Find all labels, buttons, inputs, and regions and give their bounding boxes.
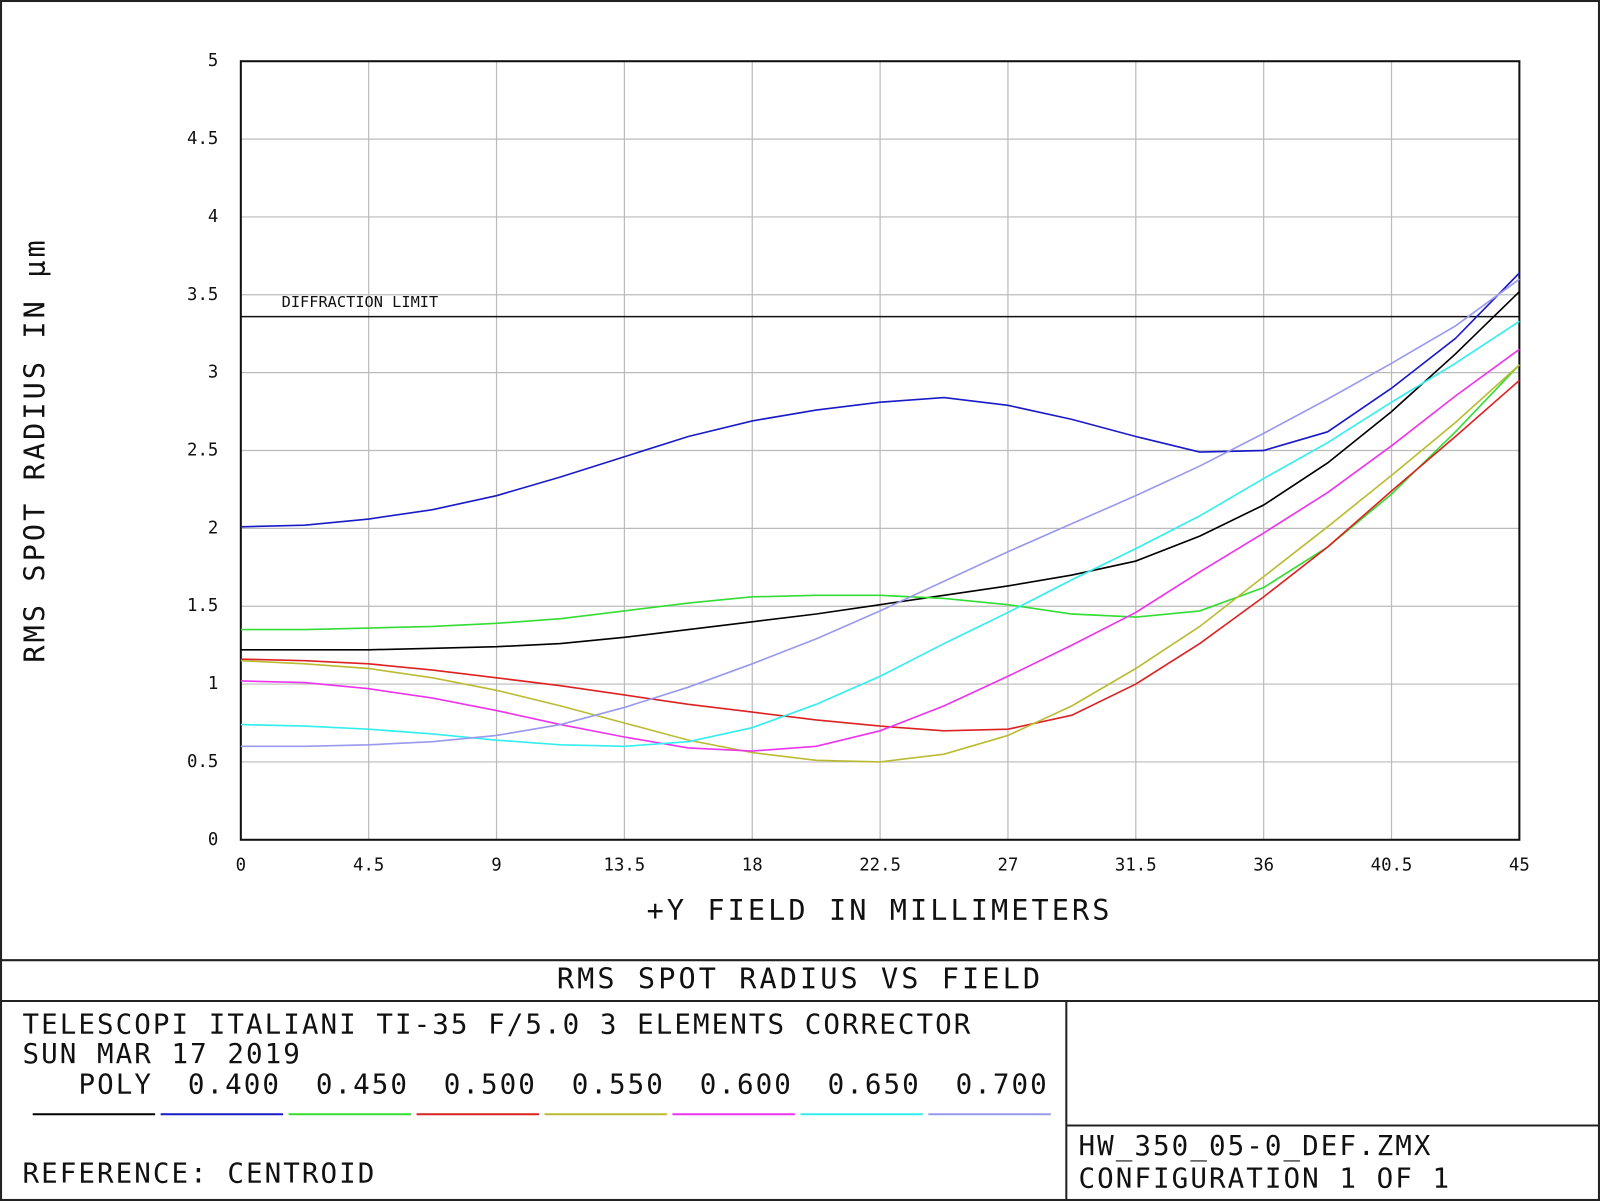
chart-title: RMS SPOT RADIUS VS FIELD (557, 962, 1043, 996)
y-tick-label: 5 (208, 51, 218, 71)
x-tick-label: 36 (1253, 855, 1274, 875)
x-tick-label: 9 (491, 855, 501, 875)
y-axis-label: RMS SPOT RADIUS IN µm (18, 237, 52, 662)
y-tick-label: 0.5 (187, 752, 218, 772)
reference-label: DIFFRACTION LIMIT (282, 293, 439, 311)
legend-label: 0.550 (572, 1069, 665, 1101)
y-tick-label: 2 (208, 518, 218, 538)
x-tick-label: 0 (236, 855, 246, 875)
y-tick-label: 0 (208, 830, 218, 850)
y-tick-label: 1 (208, 674, 218, 694)
series-line (240, 379, 1520, 732)
x-tick-label: 18 (742, 855, 763, 875)
x-axis-label: +Y FIELD IN MILLIMETERS (647, 893, 1113, 927)
legend-label: 0.650 (828, 1069, 921, 1101)
legend-label: 0.400 (188, 1069, 281, 1101)
y-tick-label: 2.5 (187, 441, 218, 461)
x-tick-label: 31.5 (1115, 855, 1157, 875)
series-line (240, 348, 1520, 752)
reference: REFERENCE: CENTROID (22, 1157, 376, 1189)
series-line (240, 278, 1520, 748)
x-tick-label: 22.5 (859, 855, 901, 875)
y-tick-label: 4 (208, 207, 218, 227)
y-tick-label: 3.5 (187, 285, 218, 305)
x-tick-label: 13.5 (604, 855, 646, 875)
configuration: CONFIGURATION 1 OF 1 (1079, 1163, 1452, 1195)
x-tick-label: 27 (998, 855, 1019, 875)
x-tick-label: 4.5 (353, 855, 384, 875)
series-line (240, 291, 1520, 651)
series-line (240, 364, 1520, 763)
y-tick-label: 1.5 (187, 596, 218, 616)
series-line (240, 364, 1520, 631)
series-line (240, 320, 1520, 748)
header-line: TELESCOPI ITALIANI TI-35 F/5.0 3 ELEMENT… (22, 1008, 972, 1040)
legend-label: 0.450 (316, 1069, 409, 1101)
file-name: HW_350_05-0_DEF.ZMX (1079, 1130, 1433, 1163)
x-tick-label: 40.5 (1371, 855, 1413, 875)
header-line: SUN MAR 17 2019 (22, 1038, 301, 1070)
plot-area (239, 60, 1521, 841)
x-tick-label: 45 (1509, 855, 1530, 875)
y-tick-label: 3 (208, 363, 218, 383)
legend-label: POLY (79, 1069, 154, 1101)
legend-label: 0.700 (956, 1069, 1049, 1101)
y-tick-label: 4.5 (187, 129, 218, 149)
legend-label: 0.500 (444, 1069, 537, 1101)
series-line (240, 272, 1520, 528)
legend-label: 0.600 (700, 1069, 793, 1101)
